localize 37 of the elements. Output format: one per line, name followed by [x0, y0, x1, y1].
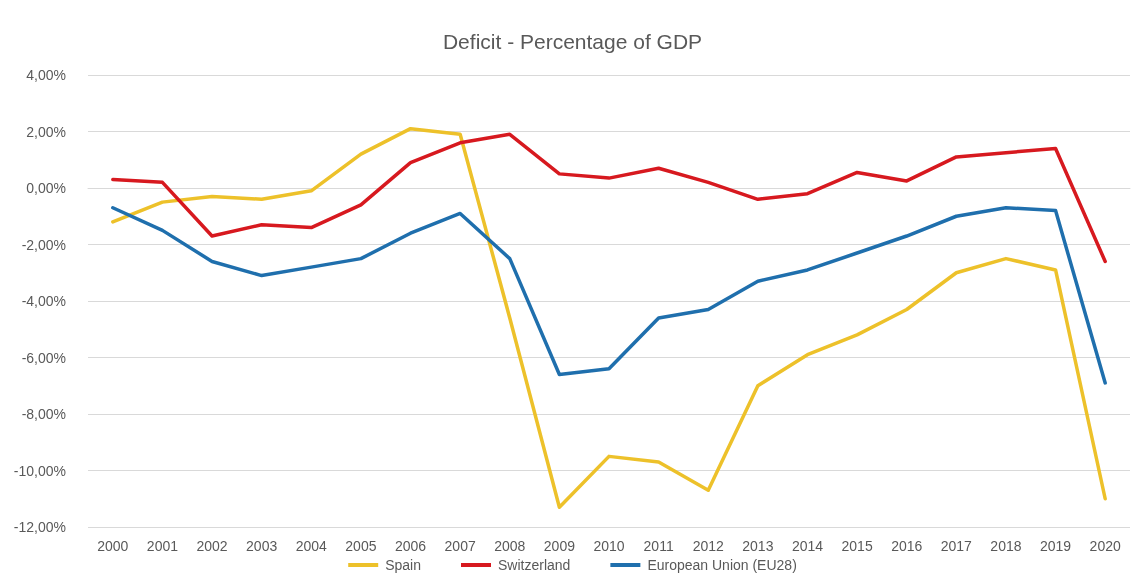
x-tick-label: 2008: [494, 538, 526, 554]
x-tick-label: 2004: [295, 538, 328, 554]
x-tick-label: 2012: [692, 538, 725, 554]
x-tick-label: 2015: [841, 538, 873, 554]
x-tick-label: 2000: [97, 538, 129, 554]
y-tick-label: -2,00%: [21, 236, 66, 253]
x-tick-label: 2001: [146, 538, 179, 554]
chart-title: Deficit - Percentage of GDP: [442, 30, 703, 53]
line-series: [111, 132, 1107, 264]
x-tick-label: 2011: [643, 538, 674, 554]
x-tick-label: 2014: [791, 538, 824, 554]
x-tick-label: 2003: [246, 538, 278, 554]
line-series: [111, 126, 1107, 509]
x-tick-label: 2016: [891, 538, 923, 554]
y-tick-label: -12,00%: [13, 519, 66, 535]
y-tick-label: -6,00%: [21, 349, 66, 366]
x-tick-label: 2018: [990, 538, 1022, 554]
y-tick-label: -4,00%: [21, 293, 66, 309]
x-tick-label: 2017: [940, 538, 973, 554]
y-tick-label: 4,00%: [26, 67, 66, 83]
legend-label: Switzerland: [498, 557, 571, 573]
x-tick-label: 2013: [742, 538, 774, 554]
x-tick-label: 2009: [543, 538, 576, 554]
line-series: [111, 206, 1107, 385]
x-tick-label: 2006: [394, 538, 427, 554]
y-tick-label: -10,00%: [13, 462, 66, 479]
legend-label: European Union (EU28): [647, 557, 797, 573]
y-tick-label: 2,00%: [26, 123, 66, 140]
y-tick-label: -8,00%: [21, 406, 66, 422]
x-tick-label: 2007: [444, 538, 476, 554]
x-tick-label: 2005: [345, 538, 377, 554]
x-tick-label: 2002: [196, 538, 228, 554]
x-tick-label: 2019: [1039, 538, 1072, 554]
x-tick-label: 2010: [593, 538, 625, 554]
legend-label: Spain: [385, 557, 422, 573]
x-tick-label: 2020: [1089, 538, 1121, 554]
y-tick-label: 0,00%: [26, 180, 66, 196]
